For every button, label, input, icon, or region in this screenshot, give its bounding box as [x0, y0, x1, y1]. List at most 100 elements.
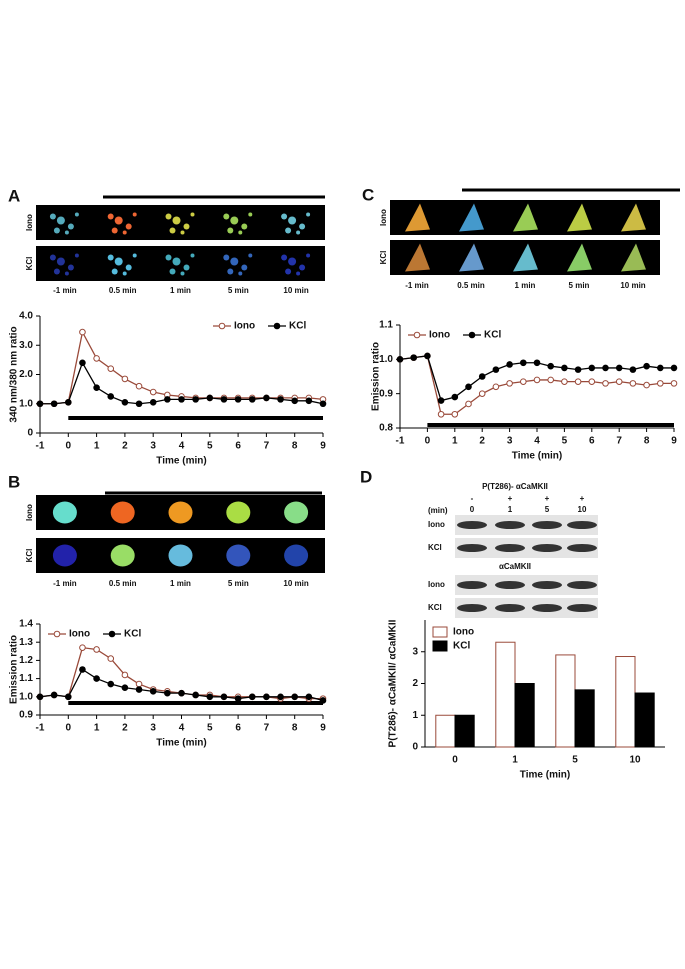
x-tick-label: 2 — [122, 441, 128, 452]
time-label: 0 — [470, 505, 475, 514]
y-tick-label: 0.9 — [19, 710, 33, 721]
data-point — [410, 354, 418, 361]
data-point — [615, 364, 623, 372]
blot-band — [567, 581, 597, 589]
cell-image — [180, 271, 185, 276]
time-label: 1 min — [170, 286, 191, 295]
cell-image — [132, 253, 137, 258]
cell-image — [288, 257, 297, 266]
legend-label: KCl — [484, 330, 501, 341]
data-point — [234, 396, 242, 403]
time-label: 5 min — [228, 286, 249, 295]
data-point — [164, 396, 171, 403]
time-label: 10 — [578, 505, 587, 514]
cell-image — [190, 212, 195, 217]
cell-image — [513, 203, 538, 232]
x-tick-label: 1 — [452, 436, 458, 447]
legend-marker — [413, 331, 421, 339]
cell-image — [111, 268, 118, 275]
x-tick-label: 5 — [572, 755, 578, 766]
blot-band — [457, 544, 487, 552]
stimulus-bar — [462, 188, 680, 192]
legend-label: Iono — [234, 321, 255, 332]
cell-image — [567, 203, 592, 232]
cell-image — [281, 254, 288, 261]
data-point — [206, 693, 214, 701]
data-point — [547, 376, 555, 384]
data-point — [220, 396, 228, 403]
bar — [454, 714, 475, 748]
cell-image — [49, 213, 56, 220]
cell-image — [74, 212, 79, 217]
data-point — [248, 396, 256, 403]
blot-strip — [455, 515, 598, 535]
cell-image — [513, 243, 538, 272]
row-label: Iono — [428, 580, 445, 589]
y-tick-label: 0.9 — [379, 388, 393, 399]
time-label: 0.5 min — [109, 579, 137, 588]
data-point — [135, 400, 143, 408]
cell-image — [227, 227, 234, 234]
cell-image — [110, 544, 135, 567]
row-label: Iono — [428, 520, 445, 529]
y-axis-label: Emission ratio — [371, 342, 382, 411]
cell-image — [67, 264, 74, 271]
data-point — [121, 398, 129, 406]
y-axis-label: 340 nm/380 nm ratio — [9, 326, 20, 422]
data-point — [135, 686, 143, 693]
x-tick-label: 4 — [534, 436, 540, 447]
x-tick-label: 6 — [235, 441, 241, 452]
y-axis-label: Emission ratio — [9, 635, 20, 704]
data-point — [588, 378, 596, 385]
data-point — [50, 400, 58, 408]
cell-image — [56, 216, 65, 225]
data-point — [478, 373, 486, 380]
cell-image — [53, 268, 60, 275]
data-point — [396, 356, 404, 363]
cell-image — [238, 271, 243, 276]
time-label: 0.5 min — [109, 286, 137, 295]
bar — [435, 714, 456, 748]
data-point — [478, 390, 486, 397]
row-label: KCl — [428, 543, 442, 552]
legend-marker — [273, 322, 281, 330]
x-tick-label: 2 — [479, 436, 485, 447]
data-point — [465, 383, 472, 391]
blot-band — [457, 581, 487, 589]
blot-band — [532, 544, 562, 552]
cell-image — [230, 257, 239, 266]
time-label: 5 — [545, 505, 550, 514]
data-point — [149, 398, 157, 406]
legend-label: KCl — [124, 629, 141, 640]
cell-image — [284, 501, 309, 524]
data-point — [121, 671, 129, 679]
legend-swatch — [432, 640, 448, 652]
data-point — [657, 380, 664, 387]
data-point — [93, 646, 100, 653]
panel-letter: C — [362, 185, 374, 204]
data-point — [79, 328, 86, 336]
blot-band — [567, 604, 597, 612]
cell-image — [180, 230, 185, 235]
legend-swatch — [432, 626, 448, 638]
image-row — [36, 246, 325, 281]
x-tick-label: 1 — [94, 441, 100, 452]
data-point — [36, 400, 44, 408]
data-point — [248, 693, 256, 701]
x-tick-label: 0 — [425, 436, 431, 447]
blot-band — [532, 581, 562, 589]
y-tick-label: 3.0 — [19, 340, 33, 351]
data-point — [561, 364, 568, 372]
data-point — [93, 675, 100, 682]
data-point — [451, 410, 459, 418]
blot-band — [567, 521, 597, 529]
cell-image — [299, 264, 306, 271]
time-label: 10 min — [283, 579, 308, 588]
data-point — [291, 693, 299, 701]
data-point — [520, 359, 527, 367]
data-point — [657, 364, 664, 372]
cell-image — [241, 264, 248, 271]
data-point — [178, 396, 185, 403]
